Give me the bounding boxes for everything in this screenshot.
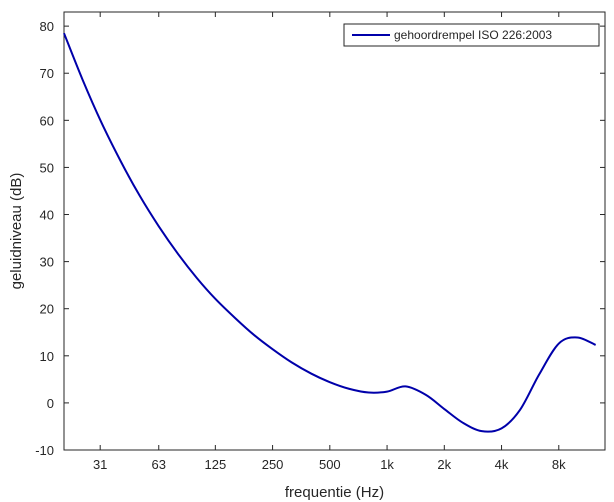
y-tick-label: 0: [47, 396, 54, 411]
series-layer: [63, 32, 597, 433]
y-axis-label: geluidniveau (dB): [8, 173, 25, 290]
x-axis-label: frequentie (Hz): [285, 484, 384, 501]
legend: gehoordrempel ISO 226:2003: [343, 23, 600, 47]
y-tick-label: 10: [40, 349, 54, 364]
y-tick-label: -10: [35, 443, 54, 458]
x-tick-label: 1k: [380, 457, 394, 472]
x-tick-label: 31: [93, 457, 107, 472]
legend-label: gehoordrempel ISO 226:2003: [394, 28, 552, 42]
legend-box: [343, 23, 600, 47]
y-tick-label: 70: [40, 66, 54, 81]
y-tick-label: 30: [40, 255, 54, 270]
axes: 31 63 125 250 500 1k 2k 4k 8k -10 0 10 20 30 40 50 60 70 8…: [35, 11, 606, 472]
y-tick-label: 40: [40, 208, 54, 223]
x-tick-label: 63: [152, 457, 166, 472]
x-tick-label: 2k: [437, 457, 451, 472]
y-tick-label: 60: [40, 113, 54, 128]
x-tick-label: 500: [319, 457, 341, 472]
plot-frame: [63, 11, 606, 451]
y-tick-label: 20: [40, 302, 54, 317]
x-tick-label: 8k: [552, 457, 566, 472]
x-tick-label: 250: [262, 457, 284, 472]
series-line: [63, 32, 597, 433]
y-tick-label: 50: [40, 160, 54, 175]
y-tick-label: 80: [40, 19, 54, 34]
x-tick-label: 4k: [495, 457, 509, 472]
x-tick-label: 125: [204, 457, 226, 472]
